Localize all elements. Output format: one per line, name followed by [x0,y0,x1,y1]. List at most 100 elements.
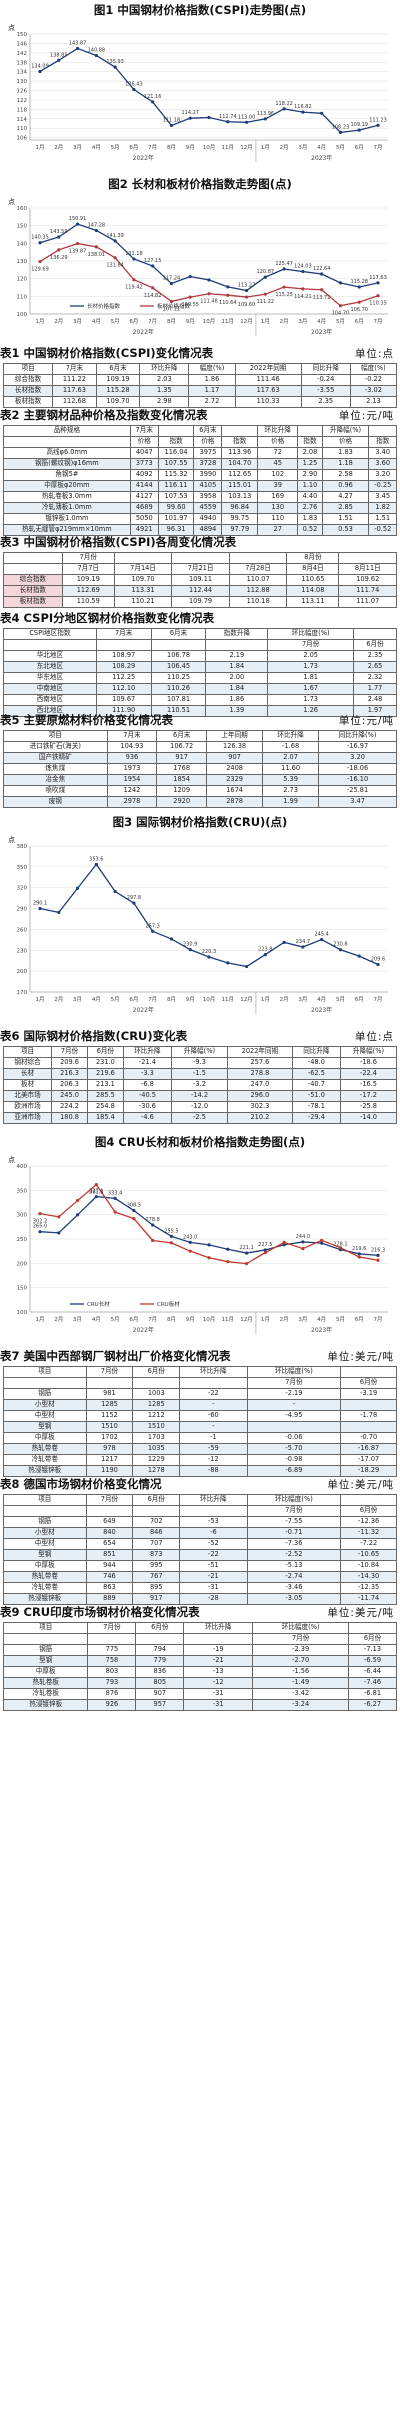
data-label: 333.4 [108,1190,122,1196]
x-tick-label: 9月 [186,996,195,1003]
table-cell: 钢筋 [3,1516,87,1528]
x-tick-label: 4月 [317,1316,326,1323]
header-cell: 价格 [321,436,370,448]
x-tick-label: 7月 [148,144,157,151]
data-point [357,1252,361,1256]
table-cell: 1242 [106,785,158,797]
data-point [320,1238,324,1242]
table-cell: 小型材 [3,1527,87,1539]
data-point [376,1258,380,1262]
table-cell: 长材指数 [3,585,63,597]
table-cell: -16.5 [339,1079,398,1091]
x-tick-label: 1月 [261,318,270,325]
table-cell: 热轧卷板 [2,1677,89,1689]
table-cell: 114.08 [286,585,340,597]
table-row: 西北地区 111.90 110.51 1.39 1.26 1.97 [3,705,397,717]
data-label: 216.3 [371,1247,385,1253]
header-cell: 7月21日 [171,563,230,575]
table-cell: -3.55 [300,385,351,397]
table-cell: 3990 [193,469,223,481]
x-tick-label: 11月 [222,996,235,1003]
table-cell: -16.87 [340,1443,397,1455]
data-point [38,1230,42,1234]
x-tick-label: 9月 [186,318,195,325]
x-tick-label: 12月 [240,144,253,151]
data-point [207,278,211,282]
table-cell: 97.79 [221,524,259,536]
data-point [357,128,361,132]
table-cell: 2.32 [353,672,397,684]
y-tick-label: 290 [17,907,28,913]
table-cell: 296.0 [227,1090,293,1102]
table-cell: 2408 [206,763,264,775]
header-cell: 同比升降 [300,363,351,375]
table-cell: 107.55 [157,458,195,470]
data-label: 141.39 [106,233,124,239]
table-cell: -6 [179,1527,248,1539]
table-cell: 1.73 [267,694,355,706]
header-cell: 环比升降 [122,1046,172,1058]
header-cell: 7月份 [61,552,115,564]
table-cell: 102 [257,469,299,481]
data-point [113,65,117,69]
table-cell: 冷轧带卷 [3,1582,87,1594]
table-cell: 2920 [156,796,208,808]
y-tick-label: 120 [17,277,28,283]
table-cell: 4105 [193,480,223,492]
table-cell: 110 [257,513,299,525]
table-cell: 126.38 [206,741,264,753]
x-group-label: 2022年 [133,1326,154,1334]
table-row: 喷吹煤 1242 1209 1674 2.73 -25.81 [3,785,397,797]
header-cell [132,1377,181,1389]
table-cell: -4.95 [246,1410,342,1422]
table-cell: 型钢 [2,1655,89,1667]
table9: 项目 7月份 6月份 环比升降 环比幅度(%) 7月份 6月份 钢筋 775 794 -19 -2.3… [2,1622,397,1711]
table-header-row: 7月7日 7月14日 7月21日 7月28日 8月4日 8月11日 [3,563,397,575]
table-cell: 2.35 [353,650,397,662]
x-tick-label: 6月 [129,318,138,325]
table-cell: -12.36 [340,1516,397,1528]
data-label: 244.0 [296,1234,310,1240]
data-point [113,239,117,243]
table-cell: -2.52 [246,1549,342,1561]
data-label: 104.70 [332,311,350,317]
table-cell: 117.63 [234,385,302,397]
table-cell: 944 [85,1560,134,1572]
data-label: 337.1 [89,1189,103,1195]
data-label: 143.87 [69,40,87,46]
y-tick-label: 100 [17,312,28,318]
table-cell: -22 [179,1549,248,1561]
data-label: 361.8 [89,1190,103,1196]
table-cell: 978 [85,1443,134,1455]
header-cell: 环比幅度(%) [246,1494,342,1506]
x-tick-label: 2月 [280,1316,289,1323]
table-cell: 1212 [132,1410,181,1422]
table-cell: -2.74 [246,1571,342,1583]
data-label: 138.01 [88,252,106,258]
data-point [188,295,192,299]
data-label: 121.16 [144,94,162,100]
table-cell: 863 [85,1582,134,1594]
header-cell: 7月7日 [61,563,115,575]
data-point [169,937,174,941]
table-row: 热浸镀锌板 926 957 -31 -3.24 -6.27 [2,1699,397,1711]
table-cell: -0.71 [246,1527,342,1539]
header-cell [3,639,97,651]
table-cell: 1854 [156,774,208,786]
data-point [301,1240,305,1244]
table-row: 冷轧带卷 1217 1229 -12 -0.98 -17.07 [3,1454,397,1466]
table-cell: -3.05 [246,1593,342,1605]
table-row: 长材 216.3 219.6 -3.3 -1.5 278.8 -62.5 -22.4 [2,1068,398,1080]
table-cell: -12.35 [340,1582,397,1594]
table-cell: 欧洲市场 [2,1101,53,1113]
y-tick-label: 122 [17,98,28,104]
table-cell: -25.81 [318,785,397,797]
table-cell: -14.30 [340,1571,397,1583]
header-cell [368,425,397,437]
table-cell: 3.47 [318,796,397,808]
table-cell: 4127 [129,491,159,503]
table-cell: 895 [132,1582,181,1594]
data-label: 230.8 [333,942,347,948]
data-point [113,1196,117,1201]
data-label: 106.70 [350,307,368,313]
